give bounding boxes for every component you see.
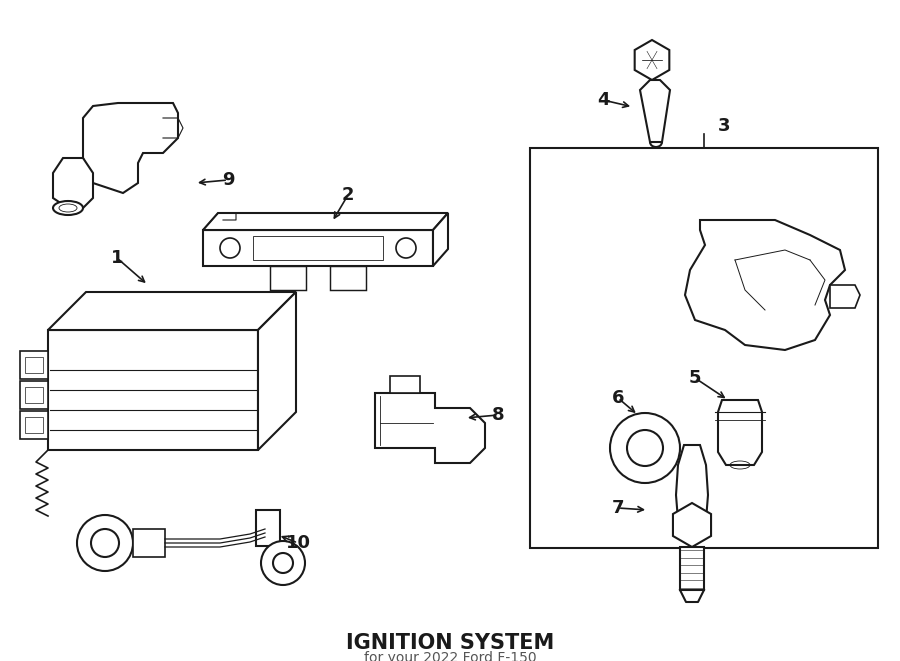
Text: 2: 2	[342, 186, 355, 204]
Polygon shape	[640, 80, 670, 142]
Polygon shape	[270, 266, 306, 290]
Polygon shape	[685, 220, 845, 350]
Text: 9: 9	[221, 171, 234, 189]
Polygon shape	[634, 40, 670, 80]
Polygon shape	[203, 213, 448, 230]
Circle shape	[273, 553, 293, 573]
Text: 4: 4	[597, 91, 609, 109]
Polygon shape	[258, 292, 296, 450]
Polygon shape	[48, 292, 296, 330]
Circle shape	[77, 515, 133, 571]
Polygon shape	[375, 393, 485, 463]
Polygon shape	[20, 351, 48, 379]
Circle shape	[610, 413, 680, 483]
Polygon shape	[433, 213, 448, 266]
Circle shape	[91, 529, 119, 557]
Polygon shape	[53, 158, 93, 208]
Text: 6: 6	[612, 389, 625, 407]
Polygon shape	[680, 547, 704, 590]
Text: 7: 7	[612, 499, 625, 517]
Ellipse shape	[53, 201, 83, 215]
Polygon shape	[330, 266, 366, 290]
Text: 1: 1	[111, 249, 123, 267]
Text: IGNITION SYSTEM: IGNITION SYSTEM	[346, 633, 554, 653]
Circle shape	[627, 430, 663, 466]
Polygon shape	[83, 103, 178, 193]
Polygon shape	[203, 230, 433, 266]
Text: 5: 5	[688, 369, 701, 387]
Polygon shape	[20, 381, 48, 409]
Polygon shape	[830, 285, 860, 308]
Text: 8: 8	[491, 406, 504, 424]
Polygon shape	[256, 510, 280, 546]
Circle shape	[261, 541, 305, 585]
Text: 3: 3	[718, 117, 730, 135]
Polygon shape	[133, 529, 165, 557]
Bar	[530, 148, 878, 548]
Polygon shape	[48, 330, 258, 450]
Polygon shape	[390, 376, 420, 393]
Polygon shape	[676, 445, 708, 520]
Text: 10: 10	[285, 534, 310, 552]
Text: for your 2022 Ford F-150: for your 2022 Ford F-150	[364, 651, 536, 661]
Polygon shape	[673, 503, 711, 547]
Polygon shape	[718, 400, 762, 465]
Polygon shape	[20, 411, 48, 439]
